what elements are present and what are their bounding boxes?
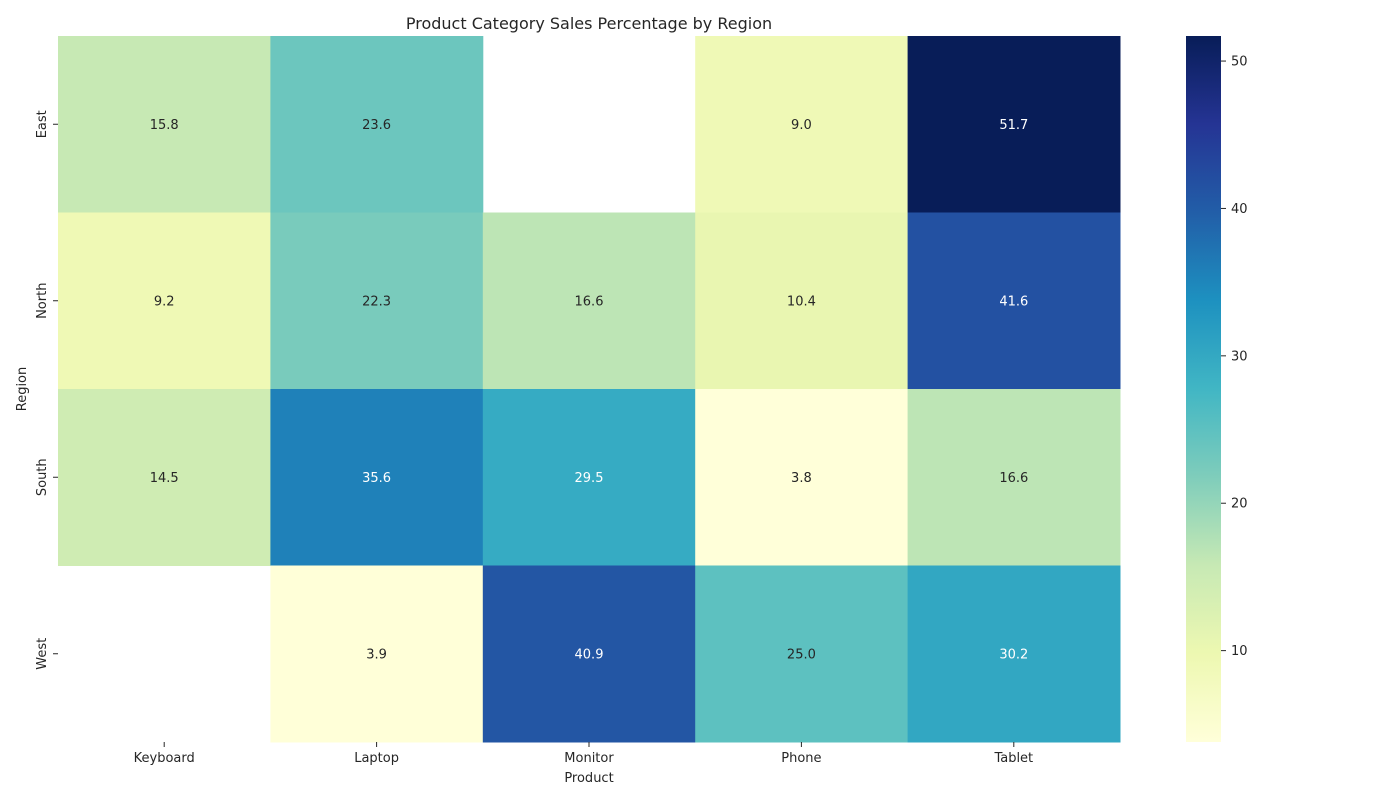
x-tick-label: Keyboard xyxy=(134,751,195,766)
y-tick-label: South xyxy=(35,458,50,496)
heatmap-cell xyxy=(58,389,271,566)
cell-value-label: 3.8 xyxy=(791,471,812,486)
heatmap-cells xyxy=(58,36,1121,743)
x-tick-label: Monitor xyxy=(564,751,614,766)
cell-value-label: 51.7 xyxy=(999,118,1028,133)
colorbar-tick-label: 40 xyxy=(1231,202,1248,217)
heatmap-cell xyxy=(482,212,696,390)
y-axis-label: Region xyxy=(15,367,30,412)
y-tick-label: North xyxy=(35,283,50,319)
x-tick-label: Phone xyxy=(781,751,821,766)
heatmap-cell xyxy=(270,565,484,743)
colorbar-tick-label: 50 xyxy=(1231,55,1248,70)
cell-value-label: 23.6 xyxy=(362,118,391,133)
colorbar-axis: 10 20 30 40 50 xyxy=(1221,55,1248,659)
heatmap-cell xyxy=(695,565,909,743)
cell-value-label: 9.0 xyxy=(791,118,812,133)
x-tick-label: Laptop xyxy=(354,751,399,766)
heatmap-cell xyxy=(482,565,696,743)
y-tick-label: West xyxy=(35,638,50,670)
cell-value-label: 10.4 xyxy=(787,294,816,309)
cell-value-label: 30.2 xyxy=(999,647,1028,662)
heatmap-cell xyxy=(907,36,1121,213)
heatmap-cell xyxy=(695,212,909,390)
cell-value-label: 15.8 xyxy=(150,118,179,133)
colorbar-tick-label: 20 xyxy=(1231,497,1248,512)
heatmap-cell-labels: 15.8 23.6 9.0 51.7 9.2 22.3 16.6 10.4 41.6 14.5 35… xyxy=(150,118,1029,663)
heatmap-cell xyxy=(58,212,271,390)
heatmap-cell xyxy=(270,36,484,213)
chart-title: Product Category Sales Percentage by Reg… xyxy=(406,14,772,33)
y-tick-label: East xyxy=(35,110,50,138)
cell-value-label: 16.6 xyxy=(999,471,1028,486)
x-axis: Keyboard Laptop Monitor Phone Tablet xyxy=(134,742,1033,766)
cell-value-label: 41.6 xyxy=(999,294,1028,309)
heatmap-cell xyxy=(58,36,271,213)
cell-value-label: 3.9 xyxy=(366,647,387,662)
heatmap-cell xyxy=(695,36,909,213)
heatmap-cell xyxy=(482,389,696,566)
cell-value-label: 25.0 xyxy=(787,647,816,662)
heatmap-cell xyxy=(907,212,1121,390)
cell-value-label: 9.2 xyxy=(154,294,175,309)
x-tick-label: Tablet xyxy=(993,751,1033,766)
heatmap-cell xyxy=(907,389,1121,566)
colorbar xyxy=(1186,36,1221,742)
cell-value-label: 14.5 xyxy=(150,471,179,486)
cell-value-label: 16.6 xyxy=(575,294,604,309)
colorbar-tick-label: 10 xyxy=(1231,644,1248,659)
colorbar-tick-label: 30 xyxy=(1231,349,1248,364)
heatmap-cell xyxy=(907,565,1121,743)
cell-value-label: 40.9 xyxy=(575,647,604,662)
heatmap-cell xyxy=(695,389,909,566)
cell-value-label: 29.5 xyxy=(575,471,604,486)
heatmap-cell xyxy=(270,389,484,566)
heatmap-cell xyxy=(270,212,484,390)
y-axis: East North South West xyxy=(35,110,58,670)
x-axis-label: Product xyxy=(564,771,613,786)
cell-value-label: 22.3 xyxy=(362,294,391,309)
cell-value-label: 35.6 xyxy=(362,471,391,486)
